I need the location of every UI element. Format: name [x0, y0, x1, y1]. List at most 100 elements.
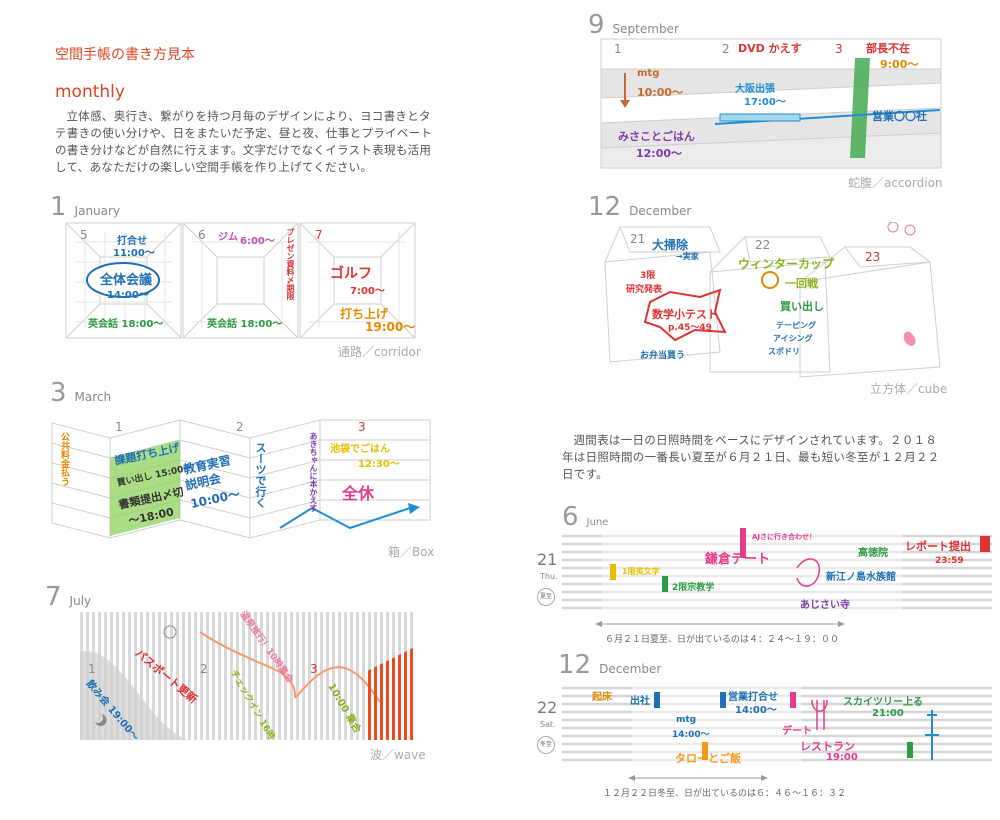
note: 3限 [640, 271, 656, 281]
note: みさことごはん [618, 130, 695, 143]
day-5: 5 [80, 228, 88, 242]
day-1: 1 [88, 662, 96, 676]
note: mtg [637, 68, 660, 79]
note: 12:00〜 [636, 147, 683, 160]
page-title: 空間手帳の書き方見本 [55, 47, 195, 63]
note: 全体会議 [100, 273, 153, 288]
note: 21:00 [872, 708, 904, 719]
daylight-note: １２月２２日冬至、日が出ているのは６：４６〜１６：３２ [603, 789, 847, 799]
note: レポート提出 [905, 540, 971, 553]
note: 鎌倉デート [705, 552, 771, 567]
month-number: 7 [45, 582, 62, 612]
note: 打合せ [117, 236, 147, 247]
note: 7:00〜 [350, 286, 385, 297]
day-1: 1 [614, 42, 622, 56]
note: DVD かえす [738, 42, 802, 55]
september-heading: 9 September [588, 10, 679, 40]
december-cube-graphic [604, 222, 941, 378]
month-number: 9 [588, 10, 605, 40]
day-23: 23 [865, 250, 881, 264]
caption-cube: 立方体／cube [870, 382, 948, 396]
caption-accordion: 蛇腹／accordion [848, 176, 943, 190]
june-heading: 6 June [562, 502, 608, 532]
month-name: September [612, 22, 679, 36]
month-name: March [74, 390, 112, 404]
day-of-week: Thu. [540, 572, 558, 581]
september-accordion-graphic [600, 38, 942, 169]
month-name: December [629, 204, 692, 218]
caption-wave: 波／wave [370, 748, 426, 762]
day-3: 3 [310, 662, 318, 676]
note: ジム [218, 232, 238, 243]
note: お弁当買う [640, 351, 686, 361]
note: 14:00〜 [735, 705, 777, 716]
note: mtg [676, 715, 697, 725]
solstice-badge: 冬至 [537, 736, 555, 754]
month-name: July [69, 594, 92, 608]
note: 14:00〜 [672, 730, 710, 740]
note: あきちゃんに本かえす [309, 432, 318, 512]
note: 大掃除 [652, 238, 689, 252]
day-2: 2 [200, 662, 208, 676]
weekly-intro: 週間表は一日の日照時間をベースにデザインされています。２０１８年は日照時間の一番… [562, 433, 940, 481]
note: 研究発表 [626, 285, 663, 295]
december-timeline [562, 680, 992, 770]
note: 営業〇〇社 [872, 110, 927, 123]
note: 大阪出張 [735, 84, 775, 95]
july-heading: 7 July [45, 582, 91, 612]
note: 出社 [630, 696, 650, 707]
note: 11:00〜 [113, 248, 155, 259]
note: 一回戦 [785, 277, 818, 290]
day-2: 2 [236, 420, 244, 434]
caption-box: 箱／Box [388, 545, 435, 559]
march-heading: 3 March [50, 378, 111, 408]
note: 買い出し [780, 300, 824, 313]
note: 12:30〜 [358, 459, 400, 470]
note: 池袋でごはん [330, 444, 390, 455]
note: p.45〜49 [668, 323, 712, 333]
note: 9:00〜 [880, 58, 919, 71]
note: 17:00〜 [744, 97, 786, 108]
note: スカイツリー上る [843, 697, 923, 708]
note: 1限英文学 [622, 567, 660, 576]
january-corridor-graphic [65, 222, 416, 339]
note: タローとご飯 [675, 752, 741, 765]
month-name: December [599, 662, 662, 676]
note: 起床 [592, 692, 612, 703]
intro-paragraph: 立体感、奥行き、繋がりを持つ月毎のデザインにより、ヨコ書きとタテ書きの使い分けや… [55, 109, 433, 174]
day-22: 22 [755, 238, 771, 252]
daylight-note: ６月２１日夏至、日が出ているのは４：２４〜１９：００ [605, 635, 840, 645]
note: 英会話 18:00〜 [88, 319, 164, 330]
note: あじさい寺 [800, 600, 850, 611]
note: ゴルフ [330, 266, 372, 282]
march-box-graphic [51, 419, 431, 539]
note: 新江ノ島水族館 [826, 572, 896, 583]
june-timeline [562, 528, 992, 618]
note: アイシング [773, 334, 813, 343]
month-number: 12 [558, 650, 592, 680]
note: 19:00〜 [365, 320, 416, 334]
day-2: 2 [722, 42, 730, 56]
day-number: 21 [537, 550, 558, 569]
month-number: 3 [50, 378, 67, 408]
month-number: 1 [50, 192, 67, 222]
note: 公共料金払う [59, 432, 69, 486]
note: スポドリ [768, 347, 800, 356]
note: テーピング [776, 321, 816, 330]
day-21: 21 [630, 232, 646, 246]
day-of-week: Sat. [540, 720, 556, 729]
month-name: June [586, 517, 609, 528]
note: プレゼン資料〆期限 [286, 228, 295, 300]
december-week-heading: 12 December [558, 650, 661, 680]
july-wave-graphic [80, 612, 415, 740]
note: AJさに行き合わせ！ [752, 533, 817, 541]
note: デート [782, 726, 812, 737]
solstice-badge: 夏至 [537, 588, 555, 606]
day-7: 7 [315, 228, 323, 242]
note: スーツで行く [254, 442, 267, 508]
december-cube-heading: 12 December [588, 192, 691, 222]
day-3: 3 [835, 42, 843, 56]
note: ウィンターカップ [738, 257, 835, 271]
note: 2限宗教学 [672, 583, 715, 593]
january-heading: 1 January [50, 192, 120, 222]
